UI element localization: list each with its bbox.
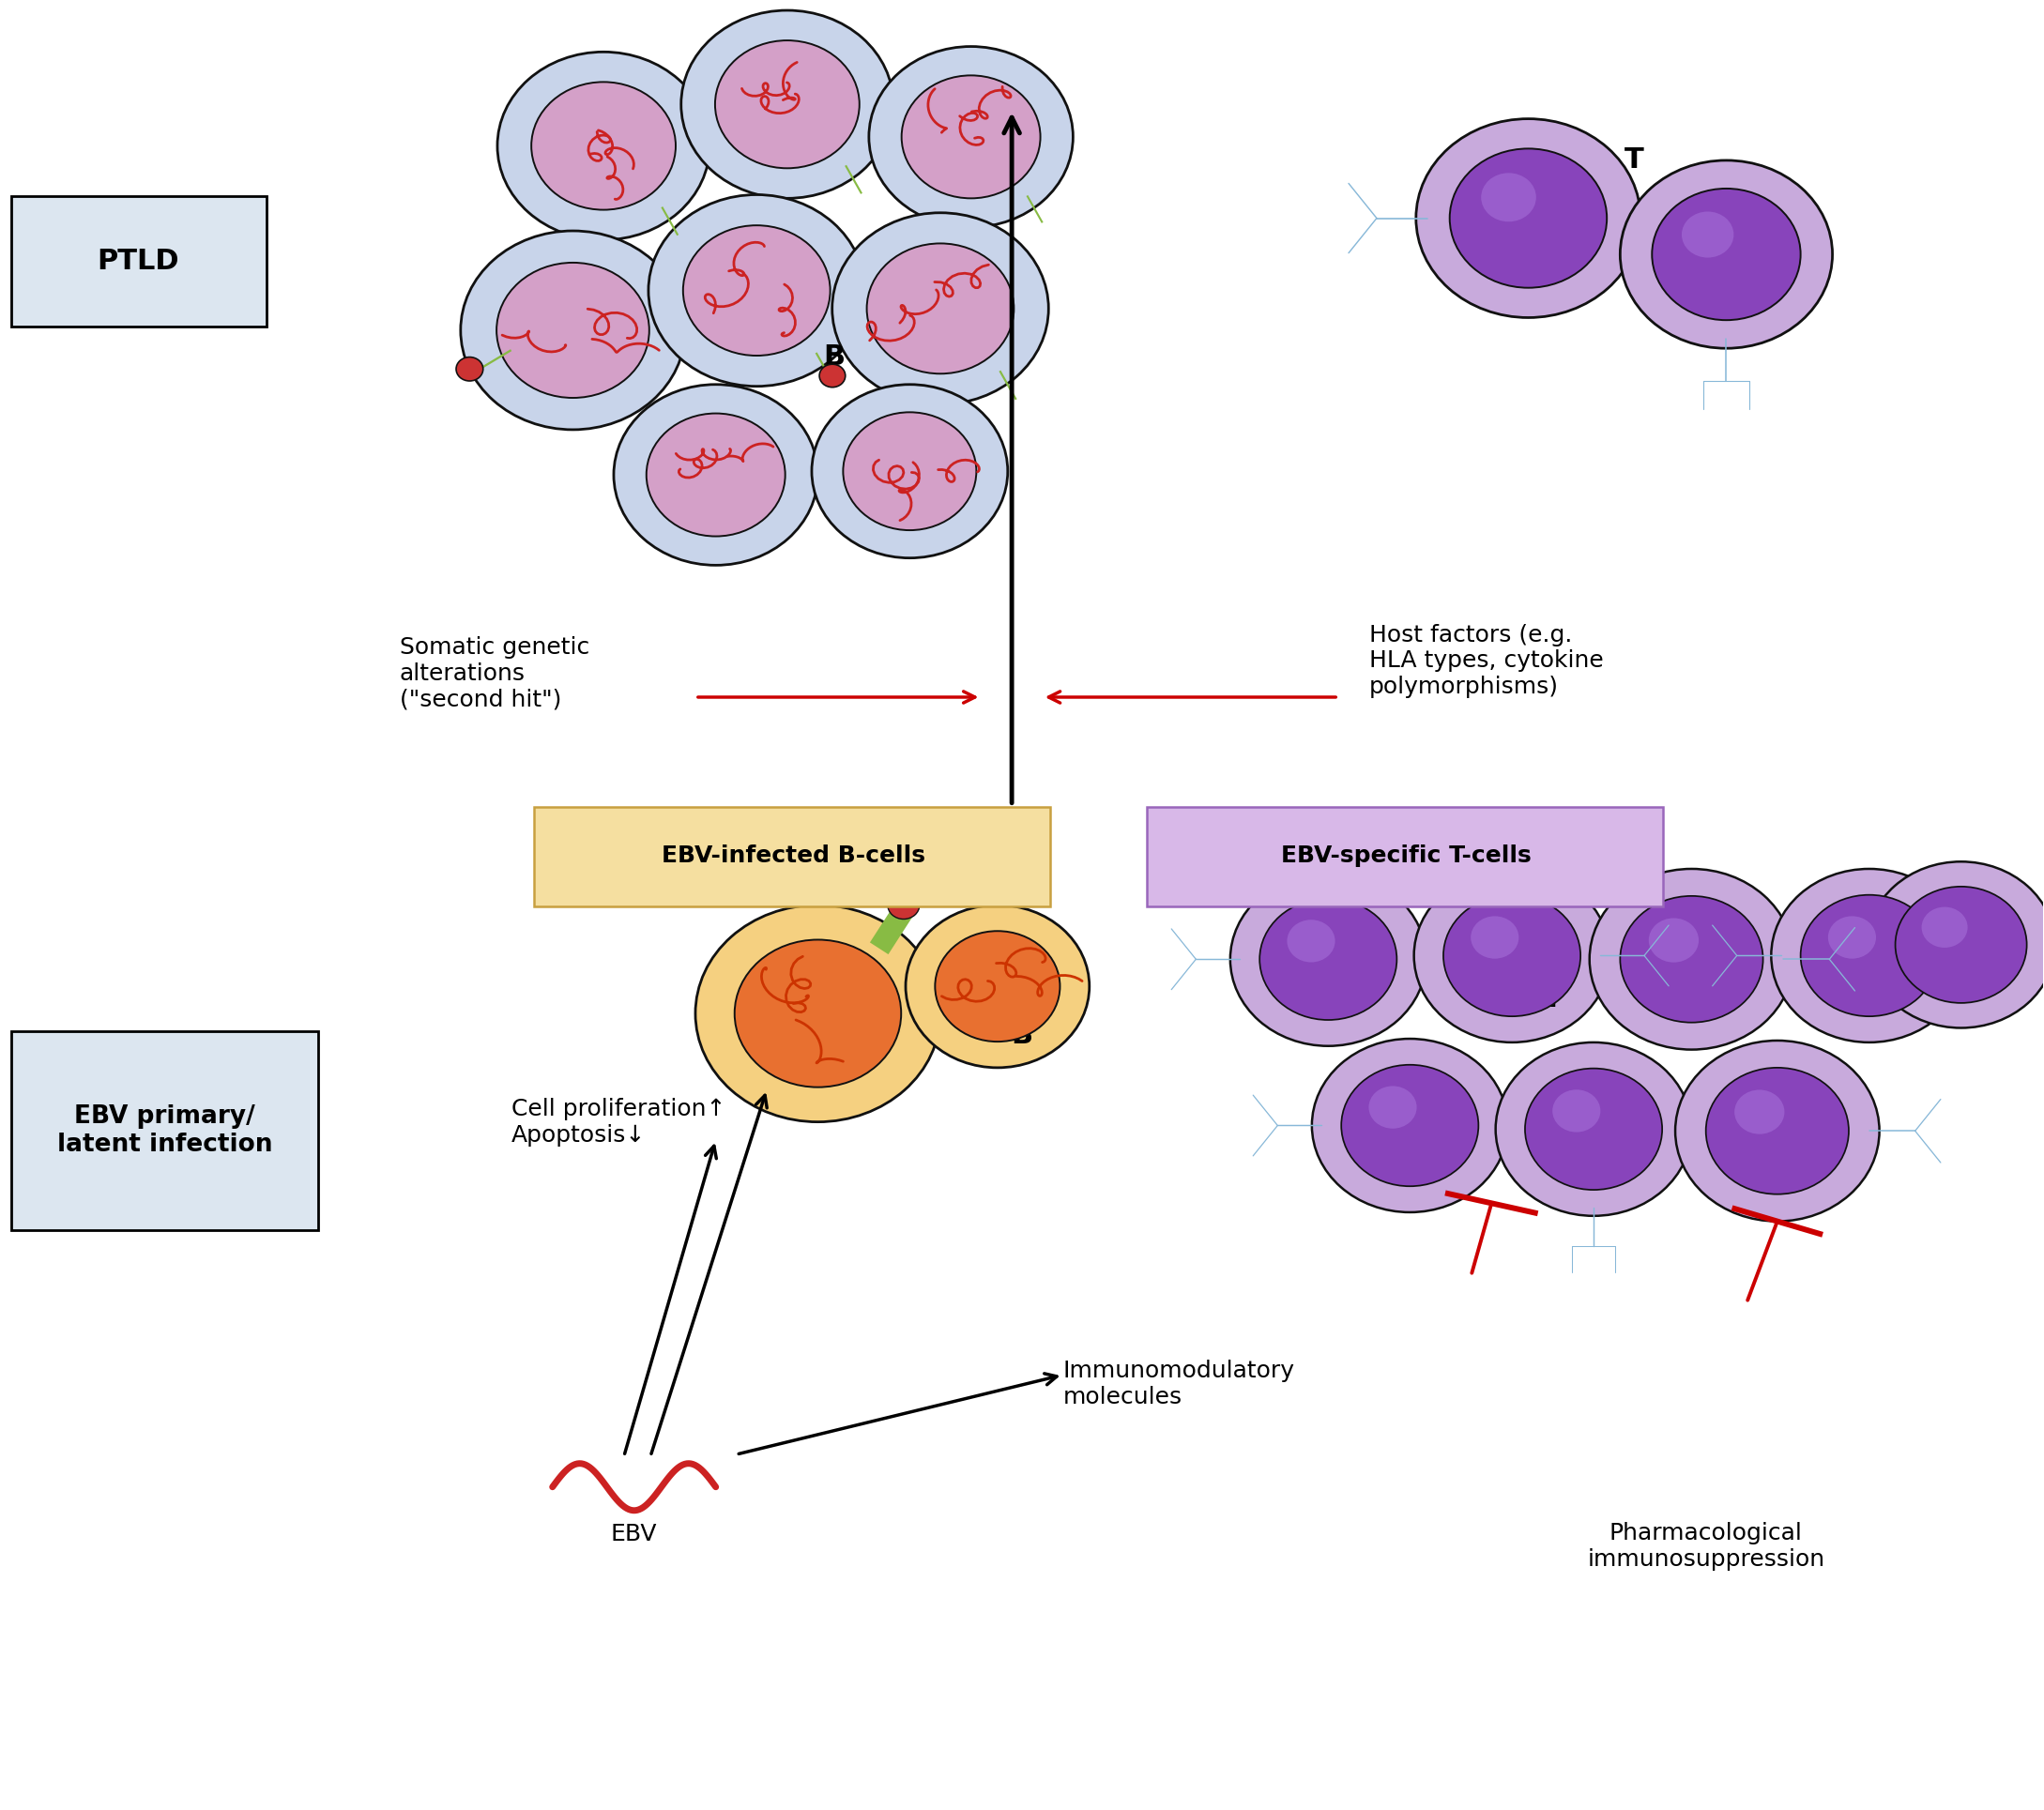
Text: Pharmacological
immunosuppression: Pharmacological immunosuppression [1586, 1522, 1825, 1571]
Circle shape [1449, 148, 1607, 288]
Circle shape [1801, 894, 1938, 1017]
Circle shape [1482, 174, 1537, 221]
Circle shape [613, 384, 818, 565]
Circle shape [1443, 894, 1580, 1017]
Circle shape [832, 214, 1049, 404]
Circle shape [1341, 1064, 1478, 1186]
Text: Immunomodulatory
molecules: Immunomodulatory molecules [1063, 1359, 1294, 1408]
Circle shape [1827, 916, 1876, 959]
Text: B: B [824, 344, 844, 371]
Circle shape [1525, 1068, 1662, 1189]
Circle shape [1288, 919, 1335, 963]
Circle shape [1230, 872, 1427, 1046]
Circle shape [842, 413, 977, 530]
Text: Host factors (e.g.
HLA types, cytokine
polymorphisms): Host factors (e.g. HLA types, cytokine p… [1369, 624, 1602, 699]
Circle shape [1707, 1068, 1848, 1195]
Circle shape [1259, 898, 1396, 1021]
Text: B: B [1012, 1021, 1032, 1048]
Circle shape [646, 413, 785, 536]
Text: T: T [1625, 147, 1643, 174]
Circle shape [1895, 887, 2028, 1003]
Circle shape [648, 195, 865, 386]
Circle shape [497, 52, 709, 241]
Circle shape [1553, 1090, 1600, 1131]
Circle shape [1621, 896, 1764, 1023]
Circle shape [820, 364, 846, 387]
Text: EBV: EBV [611, 1524, 658, 1546]
Circle shape [715, 40, 858, 168]
Circle shape [497, 262, 650, 398]
Circle shape [1312, 1039, 1508, 1213]
Text: T: T [1543, 985, 1562, 1012]
Text: Cell proliferation↑
Apoptosis↓: Cell proliferation↑ Apoptosis↓ [511, 1097, 726, 1146]
Circle shape [1496, 1043, 1692, 1216]
Circle shape [683, 226, 830, 355]
FancyBboxPatch shape [12, 1032, 317, 1231]
Circle shape [734, 939, 901, 1088]
Circle shape [1676, 1041, 1878, 1222]
Circle shape [811, 384, 1008, 557]
Circle shape [1416, 119, 1641, 317]
Circle shape [867, 243, 1014, 373]
Circle shape [887, 891, 920, 919]
Circle shape [1472, 916, 1519, 959]
Circle shape [1866, 862, 2044, 1028]
Text: EBV-specific T-cells: EBV-specific T-cells [1282, 845, 1531, 867]
Circle shape [460, 232, 685, 429]
Circle shape [905, 905, 1089, 1068]
Text: EBV primary/
latent infection: EBV primary/ latent infection [57, 1104, 272, 1157]
FancyBboxPatch shape [12, 197, 266, 326]
Text: EBV-infected B-cells: EBV-infected B-cells [662, 845, 926, 867]
Circle shape [1369, 1086, 1416, 1129]
Circle shape [934, 930, 1061, 1041]
Circle shape [1590, 869, 1795, 1050]
Circle shape [1414, 869, 1611, 1043]
Circle shape [1772, 869, 1966, 1043]
Circle shape [1650, 918, 1699, 963]
Circle shape [869, 47, 1073, 228]
Circle shape [1621, 161, 1831, 348]
Circle shape [531, 81, 677, 210]
Circle shape [1735, 1090, 1784, 1135]
FancyBboxPatch shape [533, 807, 1051, 907]
Circle shape [681, 11, 893, 199]
Circle shape [456, 357, 482, 380]
Text: Somatic genetic
alterations
("second hit"): Somatic genetic alterations ("second hit… [399, 637, 589, 711]
Circle shape [1921, 907, 1968, 948]
Circle shape [695, 905, 940, 1122]
Text: PTLD: PTLD [96, 248, 180, 275]
Circle shape [1682, 212, 1733, 257]
FancyBboxPatch shape [1147, 807, 1664, 907]
Circle shape [1652, 188, 1801, 320]
Circle shape [901, 76, 1040, 199]
